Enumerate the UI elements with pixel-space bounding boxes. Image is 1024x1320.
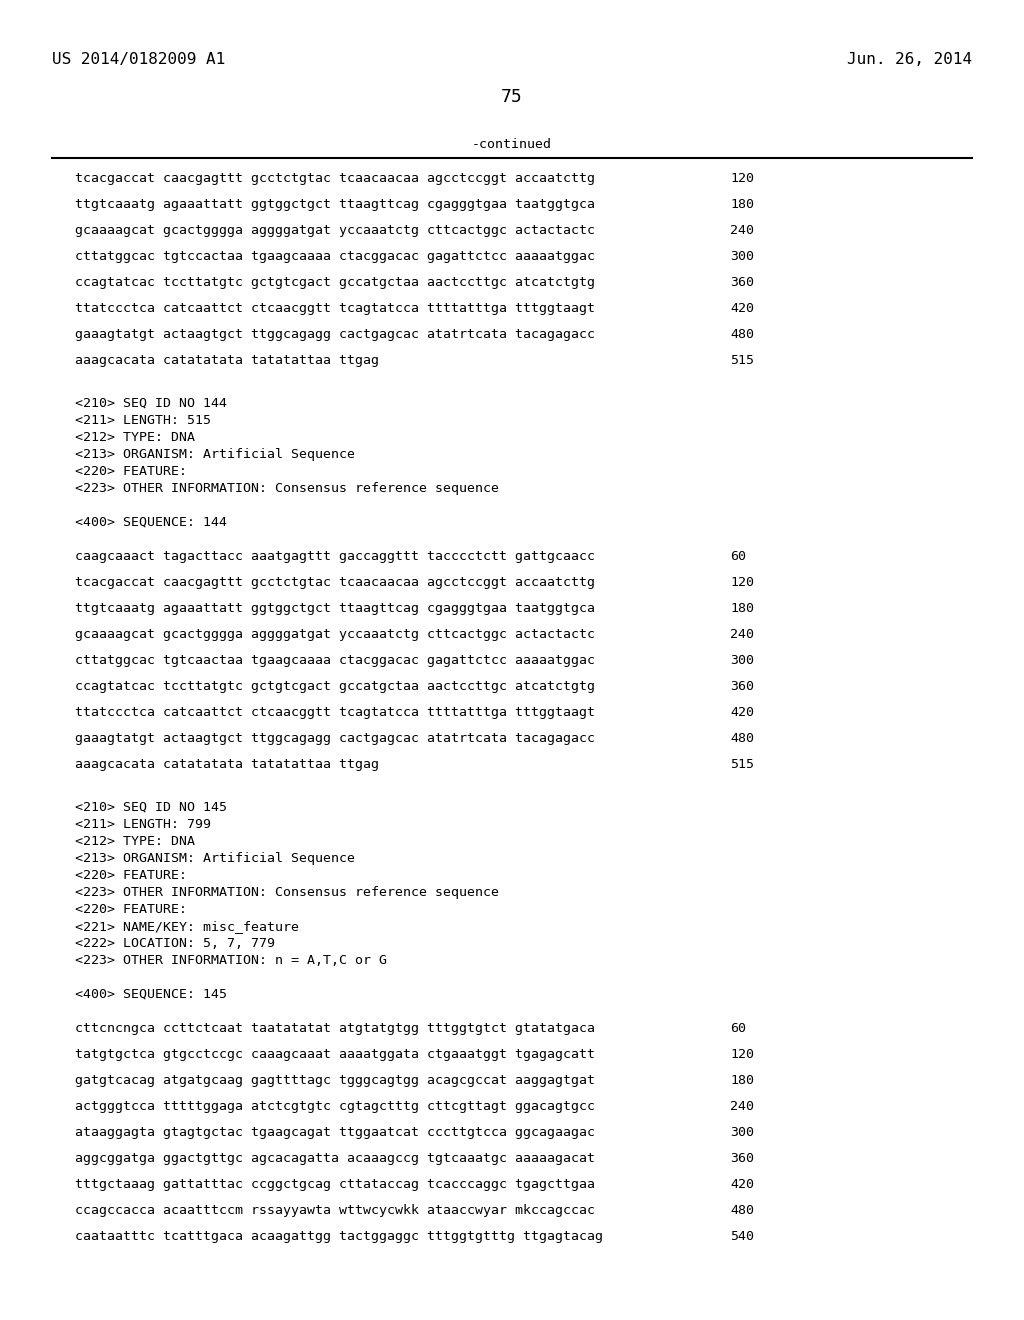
Text: 300: 300 xyxy=(730,653,754,667)
Text: <223> OTHER INFORMATION: Consensus reference sequence: <223> OTHER INFORMATION: Consensus refer… xyxy=(75,886,499,899)
Text: ttgtcaaatg agaaattatt ggtggctgct ttaagttcag cgagggtgaa taatggtgca: ttgtcaaatg agaaattatt ggtggctgct ttaagtt… xyxy=(75,198,595,211)
Text: tcacgaccat caacgagttt gcctctgtac tcaacaacaa agcctccggt accaatcttg: tcacgaccat caacgagttt gcctctgtac tcaacaa… xyxy=(75,172,595,185)
Text: ccagccacca acaatttccm rssayyawta wttwcycwkk ataaccwyar mkccagccac: ccagccacca acaatttccm rssayyawta wttwcyc… xyxy=(75,1204,595,1217)
Text: <400> SEQUENCE: 144: <400> SEQUENCE: 144 xyxy=(75,516,227,529)
Text: caataatttc tcatttgaca acaagattgg tactggaggc tttggtgtttg ttgagtacag: caataatttc tcatttgaca acaagattgg tactgga… xyxy=(75,1230,603,1243)
Text: 240: 240 xyxy=(730,1100,754,1113)
Text: 300: 300 xyxy=(730,249,754,263)
Text: 120: 120 xyxy=(730,1048,754,1061)
Text: -continued: -continued xyxy=(472,139,552,150)
Text: <211> LENGTH: 515: <211> LENGTH: 515 xyxy=(75,414,211,426)
Text: 240: 240 xyxy=(730,224,754,238)
Text: 515: 515 xyxy=(730,354,754,367)
Text: ttatccctca catcaattct ctcaacggtt tcagtatcca ttttatttga tttggtaagt: ttatccctca catcaattct ctcaacggtt tcagtat… xyxy=(75,706,595,719)
Text: cttatggcac tgtccactaa tgaagcaaaa ctacggacac gagattctcc aaaaatggac: cttatggcac tgtccactaa tgaagcaaaa ctacgga… xyxy=(75,249,595,263)
Text: actgggtcca tttttggaga atctcgtgtc cgtagctttg cttcgttagt ggacagtgcc: actgggtcca tttttggaga atctcgtgtc cgtagct… xyxy=(75,1100,595,1113)
Text: 360: 360 xyxy=(730,680,754,693)
Text: 60: 60 xyxy=(730,1022,746,1035)
Text: <400> SEQUENCE: 145: <400> SEQUENCE: 145 xyxy=(75,987,227,1001)
Text: <212> TYPE: DNA: <212> TYPE: DNA xyxy=(75,432,195,444)
Text: 480: 480 xyxy=(730,733,754,744)
Text: <223> OTHER INFORMATION: n = A,T,C or G: <223> OTHER INFORMATION: n = A,T,C or G xyxy=(75,954,387,968)
Text: 480: 480 xyxy=(730,1204,754,1217)
Text: 120: 120 xyxy=(730,576,754,589)
Text: 300: 300 xyxy=(730,1126,754,1139)
Text: tttgctaaag gattatttac ccggctgcag cttataccag tcacccaggc tgagcttgaa: tttgctaaag gattatttac ccggctgcag cttatac… xyxy=(75,1177,595,1191)
Text: gaaagtatgt actaagtgct ttggcagagg cactgagcac atatrtcata tacagagacc: gaaagtatgt actaagtgct ttggcagagg cactgag… xyxy=(75,733,595,744)
Text: 75: 75 xyxy=(501,88,523,106)
Text: <221> NAME/KEY: misc_feature: <221> NAME/KEY: misc_feature xyxy=(75,920,299,933)
Text: 515: 515 xyxy=(730,758,754,771)
Text: gcaaaagcat gcactgggga aggggatgat yccaaatctg cttcactggc actactactc: gcaaaagcat gcactgggga aggggatgat yccaaat… xyxy=(75,628,595,642)
Text: US 2014/0182009 A1: US 2014/0182009 A1 xyxy=(52,51,225,67)
Text: 540: 540 xyxy=(730,1230,754,1243)
Text: ccagtatcac tccttatgtc gctgtcgact gccatgctaa aactccttgc atcatctgtg: ccagtatcac tccttatgtc gctgtcgact gccatgc… xyxy=(75,276,595,289)
Text: 420: 420 xyxy=(730,302,754,315)
Text: <220> FEATURE:: <220> FEATURE: xyxy=(75,869,187,882)
Text: cttatggcac tgtcaactaa tgaagcaaaa ctacggacac gagattctcc aaaaatggac: cttatggcac tgtcaactaa tgaagcaaaa ctacgga… xyxy=(75,653,595,667)
Text: 120: 120 xyxy=(730,172,754,185)
Text: ataaggagta gtagtgctac tgaagcagat ttggaatcat cccttgtcca ggcagaagac: ataaggagta gtagtgctac tgaagcagat ttggaat… xyxy=(75,1126,595,1139)
Text: 480: 480 xyxy=(730,327,754,341)
Text: <213> ORGANISM: Artificial Sequence: <213> ORGANISM: Artificial Sequence xyxy=(75,447,355,461)
Text: <220> FEATURE:: <220> FEATURE: xyxy=(75,903,187,916)
Text: 360: 360 xyxy=(730,1152,754,1166)
Text: tcacgaccat caacgagttt gcctctgtac tcaacaacaa agcctccggt accaatcttg: tcacgaccat caacgagttt gcctctgtac tcaacaa… xyxy=(75,576,595,589)
Text: <222> LOCATION: 5, 7, 779: <222> LOCATION: 5, 7, 779 xyxy=(75,937,275,950)
Text: 420: 420 xyxy=(730,1177,754,1191)
Text: <220> FEATURE:: <220> FEATURE: xyxy=(75,465,187,478)
Text: <223> OTHER INFORMATION: Consensus reference sequence: <223> OTHER INFORMATION: Consensus refer… xyxy=(75,482,499,495)
Text: 180: 180 xyxy=(730,602,754,615)
Text: 240: 240 xyxy=(730,628,754,642)
Text: gatgtcacag atgatgcaag gagttttagc tgggcagtgg acagcgccat aaggagtgat: gatgtcacag atgatgcaag gagttttagc tgggcag… xyxy=(75,1074,595,1086)
Text: gcaaaagcat gcactgggga aggggatgat yccaaatctg cttcactggc actactactc: gcaaaagcat gcactgggga aggggatgat yccaaat… xyxy=(75,224,595,238)
Text: <212> TYPE: DNA: <212> TYPE: DNA xyxy=(75,836,195,847)
Text: tatgtgctca gtgcctccgc caaagcaaat aaaatggata ctgaaatggt tgagagcatt: tatgtgctca gtgcctccgc caaagcaaat aaaatgg… xyxy=(75,1048,595,1061)
Text: ttgtcaaatg agaaattatt ggtggctgct ttaagttcag cgagggtgaa taatggtgca: ttgtcaaatg agaaattatt ggtggctgct ttaagtt… xyxy=(75,602,595,615)
Text: aaagcacata catatatata tatatattaa ttgag: aaagcacata catatatata tatatattaa ttgag xyxy=(75,354,379,367)
Text: <210> SEQ ID NO 144: <210> SEQ ID NO 144 xyxy=(75,397,227,411)
Text: <211> LENGTH: 799: <211> LENGTH: 799 xyxy=(75,818,211,832)
Text: caagcaaact tagacttacc aaatgagttt gaccaggttt tacccctctt gattgcaacc: caagcaaact tagacttacc aaatgagttt gaccagg… xyxy=(75,550,595,564)
Text: <213> ORGANISM: Artificial Sequence: <213> ORGANISM: Artificial Sequence xyxy=(75,851,355,865)
Text: cttcncngca ccttctcaat taatatatat atgtatgtgg tttggtgtct gtatatgaca: cttcncngca ccttctcaat taatatatat atgtatg… xyxy=(75,1022,595,1035)
Text: 360: 360 xyxy=(730,276,754,289)
Text: 420: 420 xyxy=(730,706,754,719)
Text: 60: 60 xyxy=(730,550,746,564)
Text: aaagcacata catatatata tatatattaa ttgag: aaagcacata catatatata tatatattaa ttgag xyxy=(75,758,379,771)
Text: Jun. 26, 2014: Jun. 26, 2014 xyxy=(847,51,972,67)
Text: 180: 180 xyxy=(730,198,754,211)
Text: ccagtatcac tccttatgtc gctgtcgact gccatgctaa aactccttgc atcatctgtg: ccagtatcac tccttatgtc gctgtcgact gccatgc… xyxy=(75,680,595,693)
Text: ttatccctca catcaattct ctcaacggtt tcagtatcca ttttatttga tttggtaagt: ttatccctca catcaattct ctcaacggtt tcagtat… xyxy=(75,302,595,315)
Text: aggcggatga ggactgttgc agcacagatta acaaagccg tgtcaaatgc aaaaagacat: aggcggatga ggactgttgc agcacagatta acaaag… xyxy=(75,1152,595,1166)
Text: 180: 180 xyxy=(730,1074,754,1086)
Text: gaaagtatgt actaagtgct ttggcagagg cactgagcac atatrtcata tacagagacc: gaaagtatgt actaagtgct ttggcagagg cactgag… xyxy=(75,327,595,341)
Text: <210> SEQ ID NO 145: <210> SEQ ID NO 145 xyxy=(75,801,227,814)
